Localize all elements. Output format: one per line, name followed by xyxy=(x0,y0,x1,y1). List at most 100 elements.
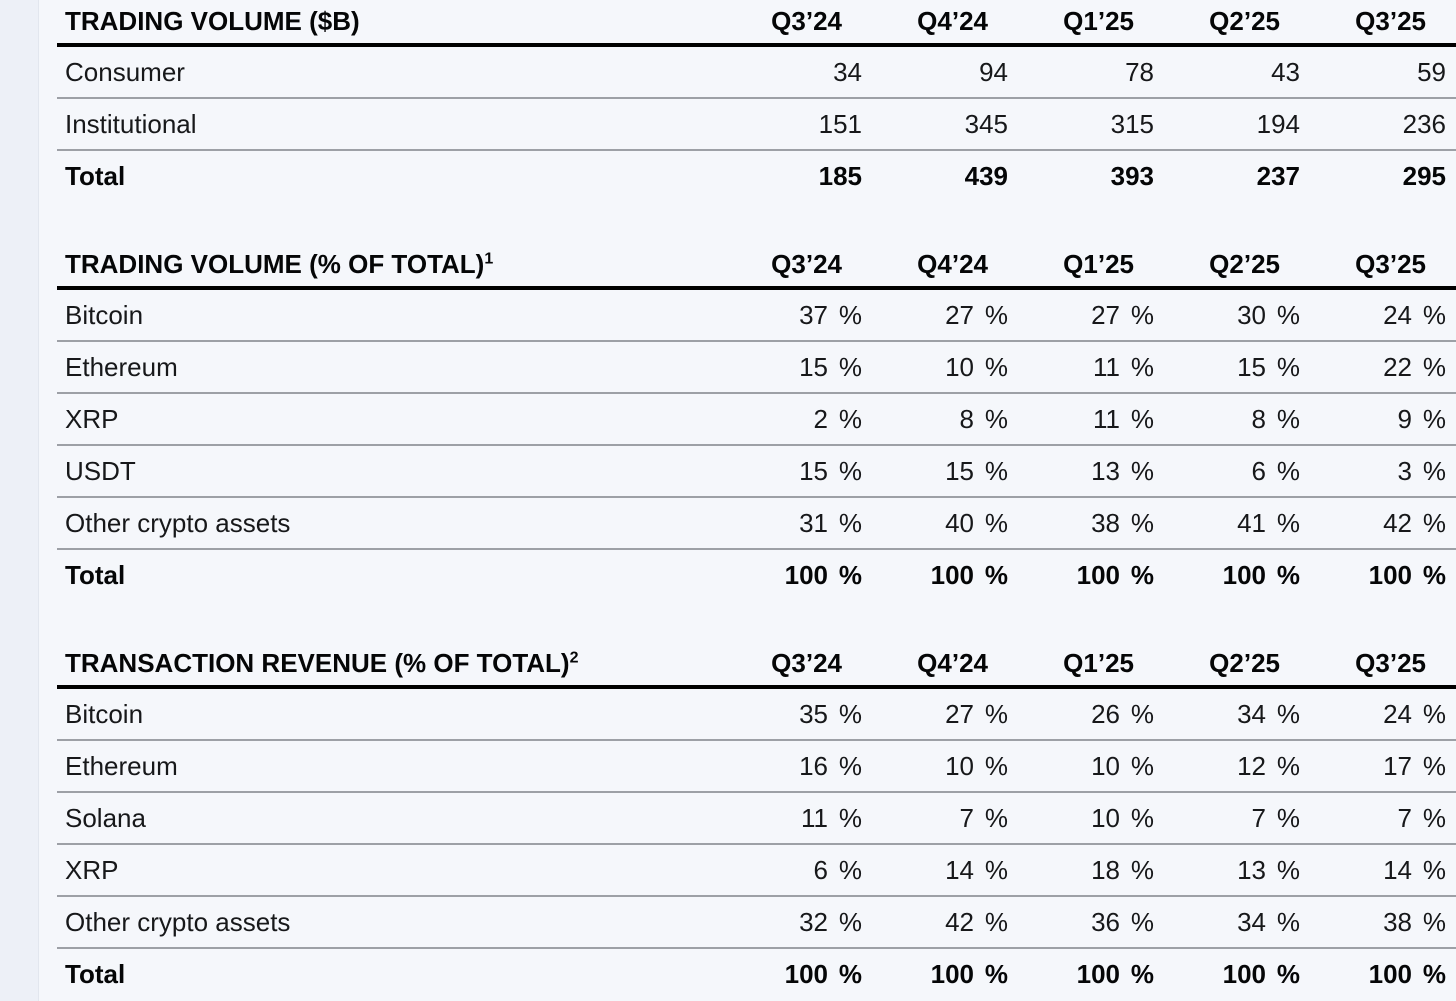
table-body: Bitcoin 37% 27% 27% 30% 24% Ethereum 15% 10% 11% 1… xyxy=(57,288,1456,600)
left-margin-strip xyxy=(0,0,39,1001)
percent-sign: % xyxy=(1276,559,1300,590)
table-trading-volume-pct-of-total: TRADING VOLUME (% OF TOTAL)1 Q3’24 Q4’24 Q1… xyxy=(57,243,1456,600)
value-cell: 15% xyxy=(726,340,872,393)
percent-sign: % xyxy=(1276,507,1300,538)
table-title: TRADING VOLUME (% OF TOTAL)1 xyxy=(57,243,726,290)
percent-sign: % xyxy=(838,906,862,937)
percent-sign: % xyxy=(984,802,1008,833)
percent-sign: % xyxy=(1422,455,1446,486)
value-cell: 100% xyxy=(872,548,1018,600)
quarter-header: Q1’25 xyxy=(1018,243,1164,290)
value-cell: 3% xyxy=(1310,444,1456,497)
value-number: 24 xyxy=(1383,698,1412,729)
value-cell: 43 xyxy=(1164,45,1310,98)
value-cell: 31% xyxy=(726,496,872,549)
table-row: Total 185 439 393 237 295 xyxy=(57,149,1456,201)
value-cell: 22% xyxy=(1310,340,1456,393)
table-title-text: TRADING VOLUME ($B) xyxy=(65,6,360,36)
value-cell: 10% xyxy=(872,340,1018,393)
percent-sign: % xyxy=(1130,750,1154,781)
value-number: 37 xyxy=(799,299,828,330)
table-row: XRP 2% 8% 11% 8% 9% xyxy=(57,392,1456,445)
row-label: Ethereum xyxy=(57,739,726,792)
percent-sign: % xyxy=(984,299,1008,330)
value-cell: 185 xyxy=(726,149,872,201)
value-cell: 15% xyxy=(1164,340,1310,393)
value-number: 10 xyxy=(945,750,974,781)
value-cell: 38% xyxy=(1310,895,1456,948)
percent-sign: % xyxy=(838,299,862,330)
value-number: 13 xyxy=(1237,854,1266,885)
value-cell: 27% xyxy=(1018,288,1164,341)
value-number: 100 xyxy=(930,559,974,590)
value-number: 34 xyxy=(1237,698,1266,729)
value-number: 100 xyxy=(1368,559,1412,590)
footnote-marker: 2 xyxy=(569,649,579,667)
percent-sign: % xyxy=(838,854,862,885)
value-number: 8 xyxy=(959,403,974,434)
table-header: TRANSACTION REVENUE (% OF TOTAL)2 Q3’24 Q4… xyxy=(57,642,1456,689)
row-label: Institutional xyxy=(57,97,726,150)
value-cell: 59 xyxy=(1310,45,1456,98)
value-cell: 100% xyxy=(872,947,1018,999)
table-row: Other crypto assets 32% 42% 36% 34% 38% xyxy=(57,895,1456,948)
value-number: 26 xyxy=(1091,698,1120,729)
value-cell: 194 xyxy=(1164,97,1310,150)
value-cell: 236 xyxy=(1310,97,1456,150)
value-cell: 12% xyxy=(1164,739,1310,792)
value-cell: 9% xyxy=(1310,392,1456,445)
value-number: 11 xyxy=(1093,351,1120,382)
value-cell: 27% xyxy=(872,687,1018,740)
table-trading-volume-usd-b: TRADING VOLUME ($B) Q3’24 Q4’24 Q1’25 Q2’25 Q… xyxy=(57,0,1456,201)
value-number: 6 xyxy=(1251,455,1266,486)
value-number: 7 xyxy=(959,802,974,833)
value-cell: 393 xyxy=(1018,149,1164,201)
value-number: 8 xyxy=(1251,403,1266,434)
value-cell: 16% xyxy=(726,739,872,792)
value-number: 237 xyxy=(1256,160,1300,191)
value-number: 36 xyxy=(1091,906,1120,937)
table-body: Consumer 34 94 78 43 59 Institutional 151 345 315… xyxy=(57,45,1456,201)
value-cell: 34% xyxy=(1164,687,1310,740)
value-number: 94 xyxy=(979,56,1008,87)
value-number: 315 xyxy=(1110,108,1154,139)
value-number: 2 xyxy=(813,403,828,434)
percent-sign: % xyxy=(1130,698,1154,729)
value-number: 40 xyxy=(945,507,974,538)
value-number: 7 xyxy=(1251,802,1266,833)
value-number: 13 xyxy=(1091,455,1120,486)
value-cell: 11% xyxy=(726,791,872,844)
value-number: 100 xyxy=(1222,559,1266,590)
percent-sign: % xyxy=(1130,507,1154,538)
value-cell: 24% xyxy=(1310,687,1456,740)
value-cell: 17% xyxy=(1310,739,1456,792)
table-transaction-revenue-pct-of-total: TRANSACTION REVENUE (% OF TOTAL)2 Q3’24 Q4… xyxy=(57,642,1456,999)
value-number: 14 xyxy=(1383,854,1412,885)
value-number: 38 xyxy=(1091,507,1120,538)
percent-sign: % xyxy=(838,750,862,781)
financial-tables-page: TRADING VOLUME ($B) Q3’24 Q4’24 Q1’25 Q2’25 Q… xyxy=(57,0,1456,999)
value-number: 27 xyxy=(1091,299,1120,330)
table-row: USDT 15% 15% 13% 6% 3% xyxy=(57,444,1456,497)
value-number: 100 xyxy=(784,559,828,590)
value-cell: 42% xyxy=(1310,496,1456,549)
percent-sign: % xyxy=(838,802,862,833)
value-cell: 11% xyxy=(1018,340,1164,393)
value-number: 59 xyxy=(1417,56,1446,87)
value-cell: 78 xyxy=(1018,45,1164,98)
value-cell: 345 xyxy=(872,97,1018,150)
value-cell: 42% xyxy=(872,895,1018,948)
percent-sign: % xyxy=(1276,802,1300,833)
percent-sign: % xyxy=(1276,299,1300,330)
value-cell: 8% xyxy=(872,392,1018,445)
table-row: Ethereum 16% 10% 10% 12% 17% xyxy=(57,739,1456,792)
percent-sign: % xyxy=(1130,802,1154,833)
row-label: Other crypto assets xyxy=(57,895,726,948)
value-cell: 295 xyxy=(1310,149,1456,201)
value-cell: 37% xyxy=(726,288,872,341)
percent-sign: % xyxy=(984,403,1008,434)
value-number: 42 xyxy=(945,906,974,937)
value-number: 15 xyxy=(799,351,828,382)
value-cell: 315 xyxy=(1018,97,1164,150)
percent-sign: % xyxy=(1422,403,1446,434)
